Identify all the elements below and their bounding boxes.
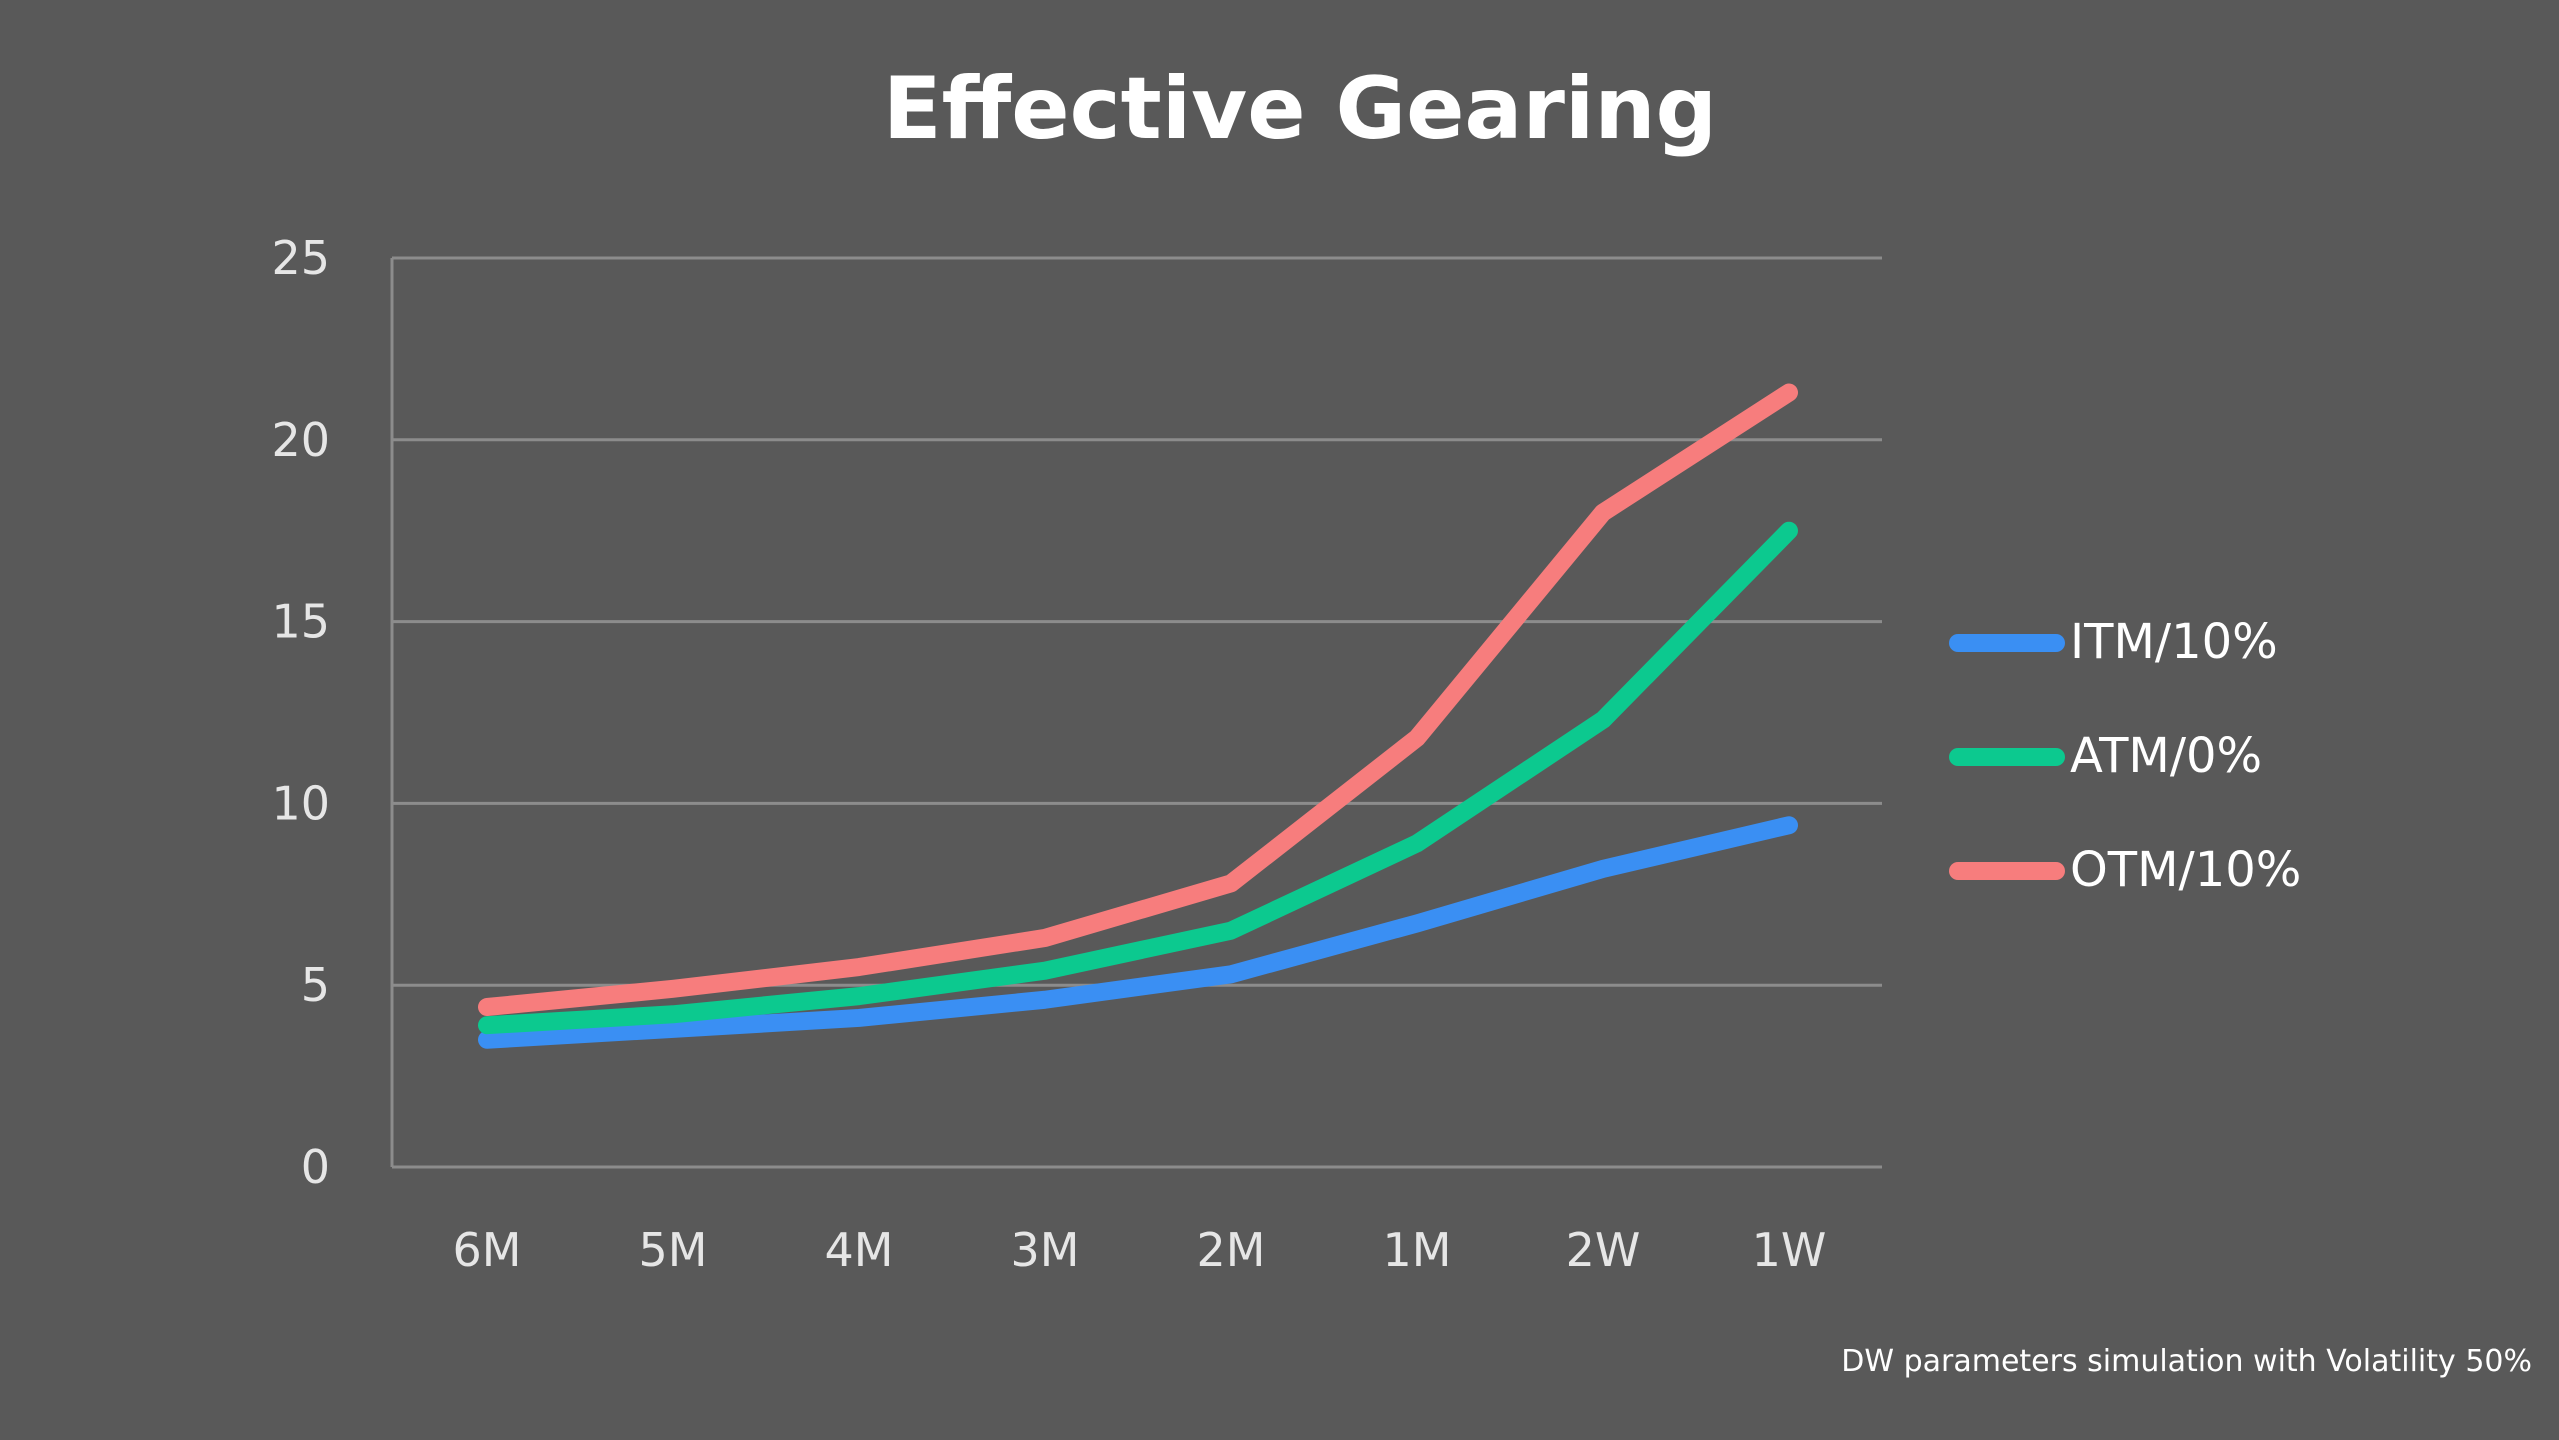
- x-tick-label: 1W: [1752, 1223, 1827, 1277]
- x-tick-label: 1M: [1383, 1223, 1452, 1277]
- x-tick-label: 6M: [453, 1223, 522, 1277]
- series-line-itm-10-: [478, 816, 1798, 1049]
- y-tick-label: 10: [271, 776, 330, 830]
- y-tick-label: 25: [271, 231, 330, 285]
- legend-label: OTM/10%: [2070, 842, 2301, 898]
- x-tick-label: 2M: [1197, 1223, 1266, 1277]
- legend-label: ATM/0%: [2070, 728, 2262, 784]
- y-tick-label: 5: [301, 958, 330, 1012]
- y-tick-label: 15: [271, 595, 330, 649]
- chart-annotation: DW parameters simulation with Volatility…: [1841, 1344, 2532, 1379]
- chart-title: Effective Gearing: [883, 59, 1717, 159]
- y-tick-label: 0: [301, 1140, 330, 1194]
- x-tick-label: 3M: [1011, 1223, 1080, 1277]
- series-line-otm-10-: [478, 383, 1798, 1017]
- x-tick-label: 2W: [1566, 1223, 1641, 1277]
- y-tick-label: 20: [271, 413, 330, 467]
- x-tick-label: 4M: [825, 1223, 894, 1277]
- series-lines: [478, 383, 1798, 1049]
- series-line-atm-0-: [478, 521, 1798, 1035]
- y-axis-ticks: 0 5 10 15 20 25: [271, 231, 330, 1194]
- x-axis-ticks: 6M 5M 4M 3M 2M 1M 2W 1W: [453, 1223, 1827, 1277]
- x-tick-label: 5M: [639, 1223, 708, 1277]
- legend-label: ITM/10%: [2070, 614, 2278, 670]
- legend: ITM/10% ATM/0% OTM/10%: [1949, 614, 2301, 898]
